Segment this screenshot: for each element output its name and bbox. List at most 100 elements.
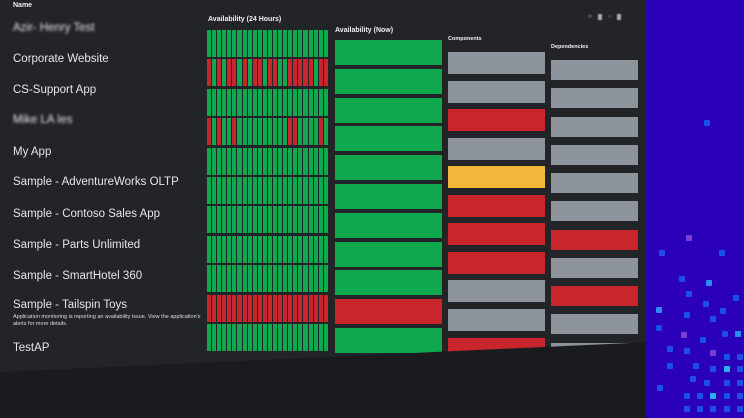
dependencies-status-gray[interactable] (551, 88, 638, 109)
hour-segment-up (313, 206, 318, 234)
availability-now-green[interactable] (335, 97, 442, 123)
availability-24h-bar[interactable] (207, 88, 328, 116)
share-icon[interactable]: < (608, 14, 612, 20)
availability-now-green[interactable] (335, 40, 442, 65)
hour-segment-up (247, 147, 252, 175)
hour-segment-up (267, 147, 273, 175)
dependencies-status-gray[interactable] (551, 342, 638, 363)
dependencies-status-gray[interactable] (551, 116, 638, 137)
hour-segment-up (227, 235, 232, 263)
hour-segment-up (303, 265, 308, 293)
availability-24h-bar[interactable] (207, 294, 328, 322)
availability-now-green[interactable] (335, 241, 442, 267)
app-name[interactable]: Sample - AdventureWorks OLTP (13, 176, 179, 188)
components-status-gray[interactable] (448, 137, 545, 160)
hour-segment-up (217, 206, 222, 234)
hour-segment-up (252, 265, 257, 293)
app-name[interactable]: Mike LA Ies (13, 114, 73, 126)
app-name[interactable]: Corporate Website (13, 53, 109, 65)
hour-segment-up (323, 118, 328, 146)
decorative-dot (710, 316, 716, 322)
dependencies-status-gray[interactable] (551, 257, 638, 278)
availability-24h-bar[interactable] (207, 118, 328, 146)
hour-segment-up (247, 30, 252, 57)
availability-now-green[interactable] (335, 328, 442, 353)
app-name[interactable]: My App (13, 146, 52, 158)
availability-now-green[interactable] (335, 212, 442, 238)
availability-24h-bar[interactable] (207, 177, 328, 204)
hour-segment-up (217, 235, 222, 263)
decorative-dot (684, 406, 690, 412)
app-name[interactable]: Sample - Tailspin Toys (13, 299, 127, 311)
hour-segment-up (283, 324, 288, 351)
availability-24h-bar[interactable] (207, 235, 328, 263)
availability-now-red[interactable] (335, 299, 442, 325)
availability-now-green[interactable] (335, 184, 442, 209)
hour-segment-down (222, 294, 227, 322)
decorative-dot (693, 363, 699, 369)
availability-now-green[interactable] (335, 155, 442, 181)
app-name[interactable]: Azir- Henry Test (13, 22, 95, 34)
availability-24h-bar[interactable] (207, 206, 328, 234)
hour-segment-up (222, 265, 227, 293)
availability-24h-bar[interactable] (207, 147, 328, 175)
hour-segment-up (222, 88, 227, 116)
hour-segment-up (232, 206, 237, 234)
components-status-gray[interactable] (448, 309, 545, 332)
components-status-red[interactable] (448, 337, 545, 360)
components-status-gray[interactable] (448, 80, 545, 103)
hour-segment-up (257, 265, 262, 293)
refresh-icon[interactable]: ⟳ (588, 14, 593, 20)
hour-segment-down (283, 294, 288, 322)
app-name[interactable]: TestAP (13, 342, 50, 354)
hour-segment-up (323, 177, 328, 204)
settings-icon[interactable] (617, 14, 622, 20)
availability-24h-bar[interactable] (207, 324, 328, 351)
dependencies-status-gray[interactable] (551, 144, 638, 165)
dependencies-status-red[interactable] (551, 229, 638, 250)
components-status-gray[interactable] (448, 280, 545, 303)
availability-24h-bar[interactable] (207, 59, 328, 87)
decorative-dot (684, 393, 690, 399)
dependencies-status-red[interactable] (551, 286, 638, 307)
hour-segment-up (303, 235, 308, 263)
app-name[interactable]: CS-Support App (13, 84, 97, 96)
availability-24h-bar[interactable] (207, 265, 328, 293)
hour-segment-up (283, 177, 288, 204)
hour-segment-up (217, 265, 222, 293)
dependencies-status-gray[interactable] (551, 60, 638, 80)
components-status-red[interactable] (448, 109, 545, 132)
availability-now-green[interactable] (335, 126, 442, 152)
components-status-gray[interactable] (448, 52, 545, 74)
availability-24h-bar[interactable] (207, 30, 328, 57)
availability-now-green[interactable] (335, 68, 442, 94)
dependencies-status-gray[interactable] (551, 201, 638, 222)
hour-segment-up (267, 324, 273, 351)
decorative-dot (737, 380, 743, 386)
hour-segment-up (237, 177, 242, 204)
hour-segment-down (267, 59, 273, 87)
app-name[interactable]: Sample - Contoso Sales App (13, 208, 161, 220)
hour-segment-up (267, 265, 273, 293)
components-status-yellow[interactable] (448, 166, 545, 189)
decorative-dot (710, 366, 716, 372)
components-status-red[interactable] (448, 223, 545, 246)
app-name[interactable]: Sample - SmartHotel 360 (13, 270, 143, 282)
components-status-red[interactable] (448, 194, 545, 217)
hour-segment-up (283, 59, 288, 87)
hour-segment-up (318, 265, 323, 293)
decorative-dot (667, 363, 673, 369)
dependencies-status-gray[interactable] (551, 173, 638, 194)
hour-segment-up (267, 30, 273, 57)
decorative-dot (724, 354, 730, 360)
hour-segment-up (262, 265, 267, 293)
pin-icon[interactable] (598, 14, 603, 20)
hour-segment-up (308, 265, 313, 293)
dependencies-status-gray[interactable] (551, 314, 638, 335)
hour-segment-up (298, 118, 303, 146)
decorative-dot (733, 295, 739, 301)
header-dependencies: Dependencies (551, 44, 589, 50)
components-status-red[interactable] (448, 251, 545, 274)
availability-now-green[interactable] (335, 270, 442, 296)
app-name[interactable]: Sample - Parts Unlimited (13, 239, 141, 251)
